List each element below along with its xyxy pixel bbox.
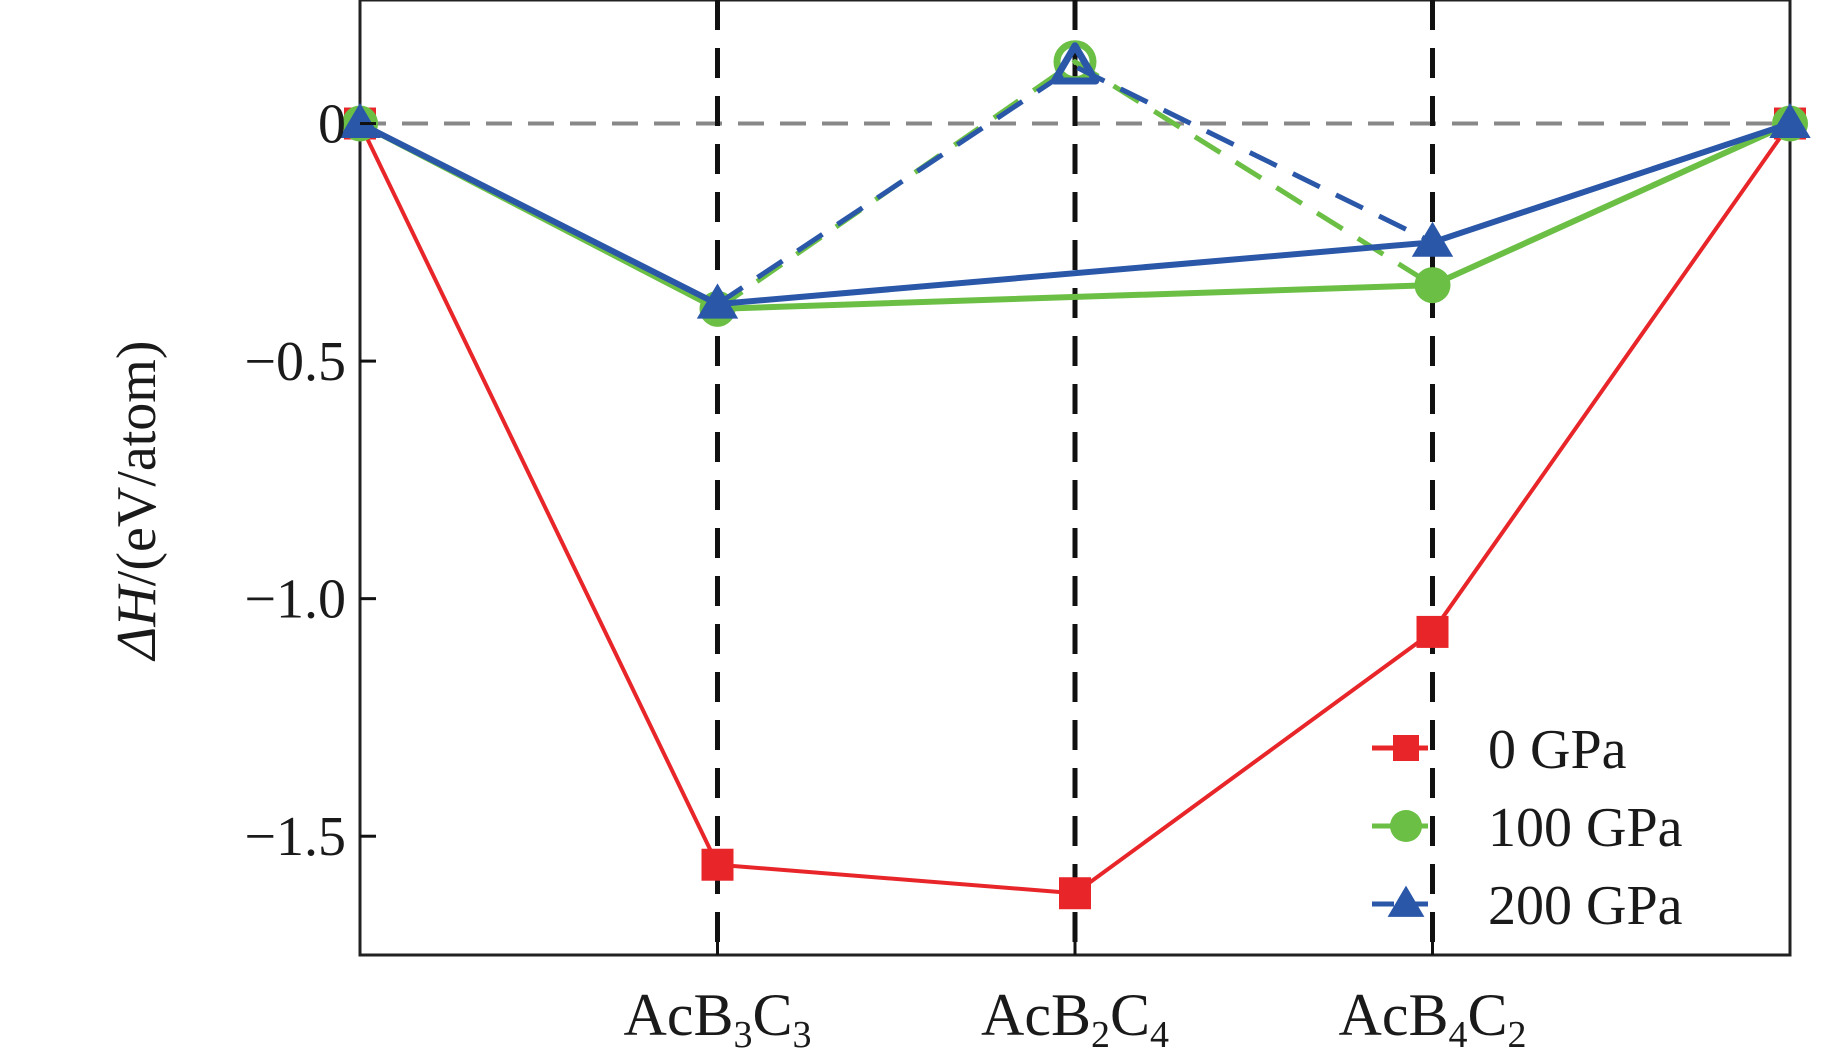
y-tick-label-0: 0 — [318, 94, 346, 156]
x-tick-label-part: C — [1467, 982, 1507, 1048]
x-tick-label-1: AcB3C3 — [623, 982, 811, 1053]
x-tick-label-part: AcB — [623, 982, 733, 1048]
y-axis-label-symbol: ΔH — [106, 584, 168, 662]
x-tick-label-part: 3 — [793, 1014, 812, 1053]
data-point-2-3 — [1411, 221, 1454, 257]
series-dashed-line-1 — [716, 58, 1434, 311]
x-tick-label-part: AcB — [981, 982, 1091, 1048]
series-dashed-line-2 — [716, 63, 1434, 307]
data-point-0-3 — [1416, 615, 1449, 648]
legend-label-2: 200 GPa — [1488, 875, 1683, 937]
x-tick-label-part: 2 — [1091, 1014, 1110, 1053]
x-tick-label-part: 4 — [1150, 1014, 1169, 1053]
series-1 — [342, 40, 1808, 327]
x-tick-label-2: AcB2C4 — [981, 982, 1169, 1053]
y-tick-label-3: −1.5 — [244, 806, 346, 868]
x-tick-label-3: AcB4C2 — [1338, 982, 1526, 1053]
x-tick-label-part: AcB — [1338, 982, 1448, 1048]
data-point-1-3 — [1414, 267, 1451, 304]
legend-label-1: 100 GPa — [1488, 797, 1683, 859]
data-point-2-4 — [1769, 102, 1811, 139]
data-point-2-0 — [339, 102, 381, 139]
y-tick-label-1: −0.5 — [244, 331, 346, 393]
y-axis-label: ΔH/(eV/atom) — [106, 341, 168, 662]
x-tick-label-part: 2 — [1508, 1014, 1527, 1053]
legend-marker-0 — [1393, 735, 1419, 761]
x-tick-label-part: 4 — [1448, 1014, 1467, 1053]
series-line-2 — [358, 120, 1791, 308]
y-axis-label-unit: /(eV/atom) — [106, 341, 168, 587]
x-tick-label-part: 3 — [733, 1014, 752, 1053]
x-tick-label-part: C — [752, 982, 792, 1048]
data-point-0-1 — [701, 848, 734, 881]
x-tick-label-part: C — [1110, 982, 1150, 1048]
y-tick-label-2: −1.0 — [244, 569, 346, 631]
series-2 — [339, 42, 1811, 319]
data-point-2-1 — [696, 283, 739, 319]
data-point-0-2 — [1059, 877, 1091, 910]
legend-marker-1 — [1390, 810, 1422, 842]
data-point-2-2 — [1050, 42, 1100, 85]
legend-label-0: 0 GPa — [1488, 719, 1627, 781]
legend-marker-2 — [1387, 885, 1425, 917]
legend: 0 GPa 100 GPa 200 GPa — [1372, 719, 1683, 937]
